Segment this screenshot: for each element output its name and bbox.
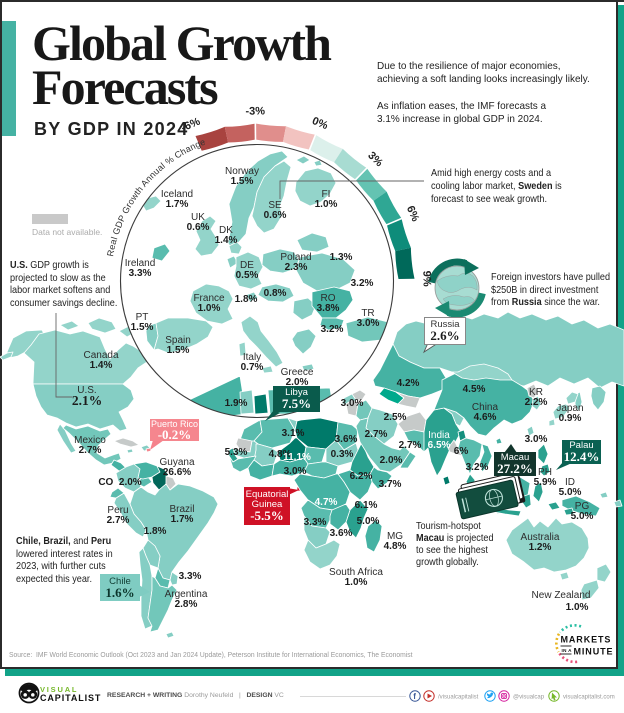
svg-text:MINUTE: MINUTE <box>574 647 614 657</box>
svg-text:-3%: -3% <box>245 105 265 117</box>
svg-text:visualcapitalist.com: visualcapitalist.com <box>563 695 615 701</box>
svg-text:9%: 9% <box>420 271 432 287</box>
svg-text:MARKETS: MARKETS <box>561 635 612 645</box>
svg-text:IN A: IN A <box>562 648 573 653</box>
svg-text:/visualcapitalist: /visualcapitalist <box>438 695 479 701</box>
svg-text:0%: 0% <box>310 115 329 132</box>
svg-text:@visualcap: @visualcap <box>513 695 545 701</box>
svg-text:6%: 6% <box>404 204 421 224</box>
svg-text:f: f <box>413 692 416 701</box>
